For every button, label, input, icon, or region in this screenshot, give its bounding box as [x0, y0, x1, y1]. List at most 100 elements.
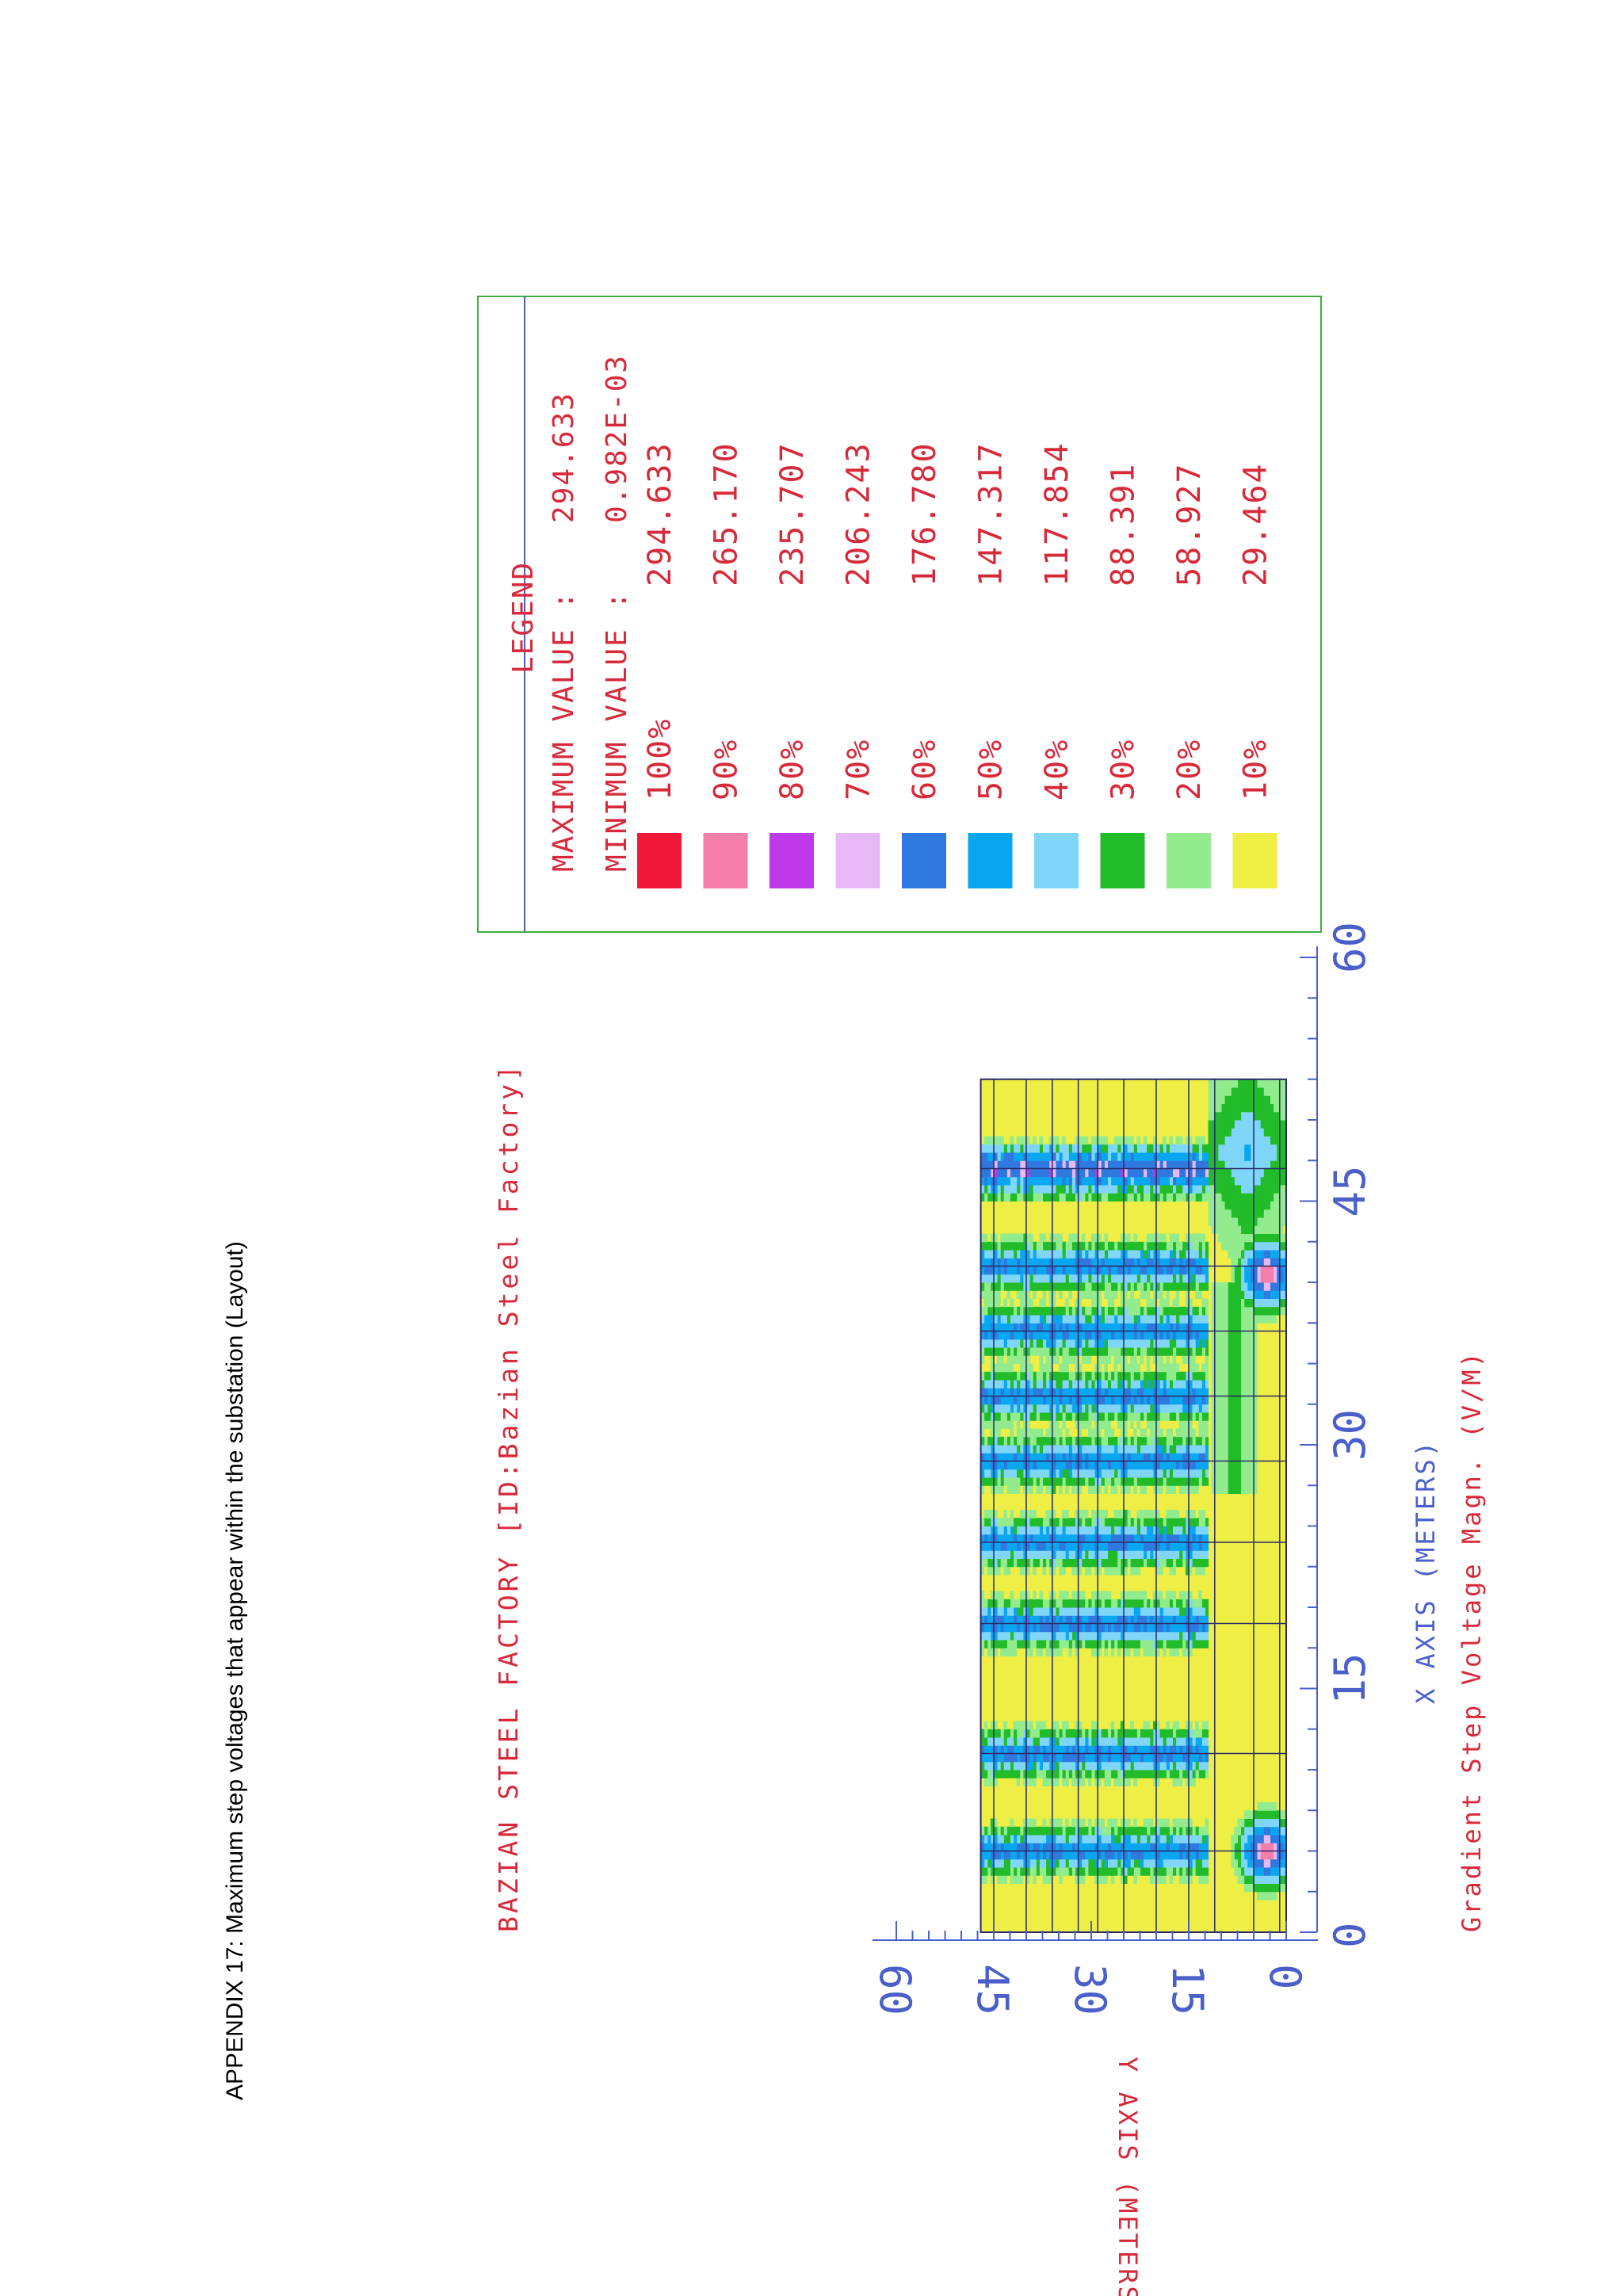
heatmap-cell: [1078, 1859, 1083, 1868]
heatmap-cell: [1113, 1461, 1118, 1470]
heatmap-cell: [1087, 1761, 1092, 1771]
heatmap-cell: [1156, 1339, 1160, 1348]
heatmap-cell: [1000, 1323, 1004, 1331]
heatmap-cell: [1159, 1461, 1163, 1470]
heatmap-cell: [1250, 1217, 1254, 1226]
heatmap-cell: [1075, 1640, 1079, 1648]
heatmap-cell: [990, 1631, 995, 1641]
heatmap-cell: [994, 1867, 998, 1876]
heatmap-cell: [990, 1818, 995, 1828]
heatmap-cell: [1127, 1323, 1131, 1331]
heatmap-cell: [1059, 1648, 1063, 1656]
heatmap-cell: [1120, 1233, 1125, 1243]
heatmap-cell: [987, 1550, 991, 1559]
heatmap-cell: [1237, 1461, 1242, 1470]
heatmap-cell: [1198, 1615, 1202, 1624]
heatmap-cell: [1250, 1388, 1254, 1396]
heatmap-cell: [1140, 1526, 1144, 1535]
heatmap-cell: [1178, 1404, 1183, 1413]
heatmap-cell: [1081, 1306, 1086, 1316]
heatmap-cell: [1175, 1428, 1180, 1438]
heatmap-cell: [1276, 1241, 1281, 1251]
heatmap-cell: [1048, 1550, 1053, 1559]
heatmap-cell: [1152, 1753, 1157, 1763]
heatmap-cell: [1254, 1835, 1258, 1843]
heatmap-cell: [1006, 1331, 1010, 1340]
heatmap-cell: [1195, 1315, 1199, 1324]
heatmap-cell: [1022, 1388, 1027, 1396]
heatmap-cell: [1237, 1485, 1242, 1494]
heatmap-cell: [980, 1412, 985, 1421]
heatmap-cell: [1279, 1225, 1284, 1234]
heatmap-cell: [1152, 1469, 1157, 1478]
heatmap-cell: [1140, 1185, 1144, 1194]
heatmap-cell: [1201, 1851, 1205, 1860]
heatmap-cell: [1026, 1485, 1030, 1494]
heatmap-cell: [1254, 1412, 1258, 1421]
heatmap-cell: [1078, 1404, 1083, 1413]
heatmap-cell: [1120, 1331, 1125, 1340]
heatmap-cell: [1211, 1420, 1216, 1429]
heatmap-cell: [1127, 1282, 1131, 1291]
heatmap-cell: [1163, 1445, 1167, 1454]
heatmap-cell: [1075, 1396, 1079, 1405]
heatmap-cell: [1010, 1355, 1014, 1364]
heatmap-cell: [1010, 1875, 1014, 1884]
heatmap-cell: [1237, 1306, 1242, 1316]
heatmap-cell: [1098, 1826, 1102, 1836]
heatmap-cell: [1276, 1233, 1281, 1243]
heatmap-cell: [1113, 1761, 1118, 1771]
heatmap-cell: [1224, 1209, 1228, 1218]
heatmap-cell: [1026, 1729, 1030, 1738]
heatmap-cell: [1195, 1753, 1199, 1763]
heatmap-cell: [1052, 1404, 1056, 1413]
heatmap-cell: [1273, 1315, 1277, 1324]
heatmap-cell: [1048, 1591, 1053, 1600]
heatmap-cell: [1124, 1818, 1128, 1828]
heatmap-cell: [1263, 1826, 1267, 1836]
heatmap-cell: [1240, 1225, 1245, 1234]
heatmap-cell: [1172, 1404, 1177, 1413]
heatmap-cell: [1163, 1859, 1167, 1868]
heatmap-cell: [1270, 1810, 1274, 1819]
heatmap-cell: [1250, 1477, 1254, 1486]
heatmap-cell: [1104, 1826, 1108, 1836]
heatmap-cell: [1163, 1737, 1167, 1746]
heatmap-cell: [1055, 1859, 1060, 1868]
heatmap-cell: [1120, 1867, 1125, 1876]
heatmap-cell: [987, 1453, 991, 1461]
heatmap-cell: [1055, 1453, 1060, 1461]
heatmap-cell: [1152, 1445, 1157, 1454]
heatmap-cell: [1178, 1640, 1183, 1648]
heatmap-cell: [1091, 1770, 1095, 1778]
heatmap-cell: [1098, 1250, 1102, 1259]
heatmap-cell: [1205, 1258, 1209, 1266]
heatmap-cell: [1163, 1558, 1167, 1568]
heatmap-cell: [1124, 1875, 1128, 1884]
heatmap-cell: [980, 1867, 985, 1876]
heatmap-cell: [1107, 1867, 1112, 1876]
heatmap-cell: [1152, 1648, 1157, 1656]
heatmap-cell: [1205, 1420, 1209, 1429]
heatmap-cell: [1091, 1315, 1095, 1324]
heatmap-cell: [1243, 1404, 1248, 1413]
heatmap-cell: [1062, 1388, 1066, 1396]
heatmap-cell: [1019, 1477, 1024, 1486]
heatmap-cell: [1189, 1648, 1193, 1656]
heatmap-cell: [1104, 1241, 1108, 1251]
heatmap-cell: [1110, 1477, 1115, 1486]
heatmap-cell: [1149, 1404, 1154, 1413]
heatmap-cell: [1247, 1826, 1251, 1836]
heatmap-cell: [1075, 1867, 1079, 1876]
heatmap-cell: [1036, 1558, 1040, 1568]
heatmap-cell: [1143, 1241, 1148, 1251]
heatmap-cell: [1130, 1477, 1134, 1486]
heatmap-cell: [1000, 1859, 1004, 1868]
heatmap-cell: [1098, 1729, 1102, 1738]
heatmap-cell: [1146, 1867, 1151, 1876]
heatmap-cell: [1189, 1193, 1193, 1201]
heatmap-cell: [1104, 1485, 1108, 1494]
heatmap-cell: [1254, 1388, 1258, 1396]
heatmap-cell: [1178, 1729, 1183, 1738]
heatmap-cell: [1036, 1388, 1040, 1396]
